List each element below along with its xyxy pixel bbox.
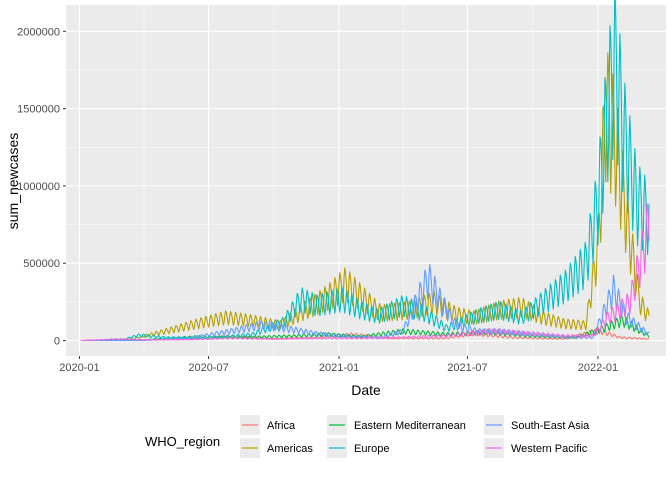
grid-lines xyxy=(66,5,666,356)
x-tick-label: 2021-01 xyxy=(319,362,359,374)
legend-label-western-pacific: Western Pacific xyxy=(511,443,588,455)
series-lines xyxy=(80,0,650,342)
x-tick-label: 2020-07 xyxy=(188,362,228,374)
series-line-americas xyxy=(80,52,650,342)
x-tick-label: 2021-07 xyxy=(447,362,487,374)
y-axis-ticks: 0 500000 1000000 1500000 2000000 xyxy=(17,26,66,348)
x-tick-label: 2020-01 xyxy=(59,362,99,374)
y-tick-label: 1000000 xyxy=(17,181,60,193)
y-tick-label: 0 xyxy=(54,336,60,348)
series-line-western-pacific xyxy=(80,202,650,342)
legend-label-eastern-mediterranean: Eastern Mediterranean xyxy=(354,420,466,432)
y-tick-label: 2000000 xyxy=(17,26,60,38)
legend: WHO_region Africa Americas Eastern Mediter… xyxy=(145,415,590,458)
x-axis-title: Date xyxy=(351,382,381,398)
y-axis-title: sum_newcases xyxy=(5,133,21,230)
legend-label-south-east-asia: South-East Asia xyxy=(511,420,590,432)
legend-title: WHO_region xyxy=(145,434,220,449)
x-axis-ticks: 2020-01 2020-07 2021-01 2021-07 2022-01 xyxy=(59,356,618,374)
legend-label-europe: Europe xyxy=(354,443,389,455)
legend-label-africa: Africa xyxy=(267,420,296,432)
y-tick-label: 1500000 xyxy=(17,104,60,116)
legend-label-americas: Americas xyxy=(267,443,313,455)
legend-items: Africa Americas Eastern Mediterranean Europ… xyxy=(240,415,590,458)
y-tick-label: 500000 xyxy=(23,258,60,270)
x-tick-label: 2022-01 xyxy=(578,362,618,374)
